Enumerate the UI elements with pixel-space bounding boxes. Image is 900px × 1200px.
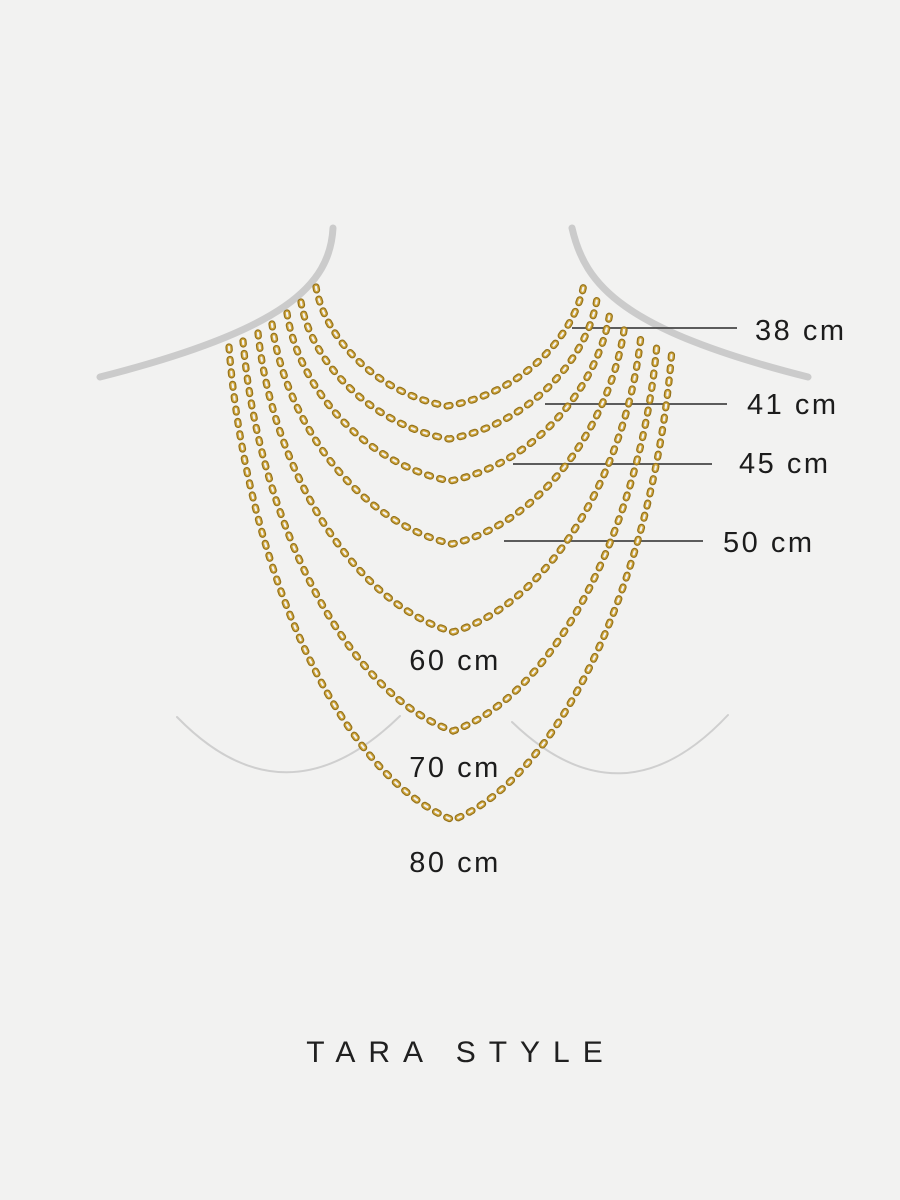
label-80cm: 80 cm (409, 847, 500, 879)
chain-41cm (301, 299, 597, 439)
label-41cm: 41 cm (747, 389, 838, 421)
label-60cm: 60 cm (409, 645, 500, 677)
brand-text: TARA STYLE (306, 1036, 616, 1069)
neck-left-silhouette (96, 224, 337, 381)
leader-lines (504, 327, 737, 542)
label-45cm: 45 cm (739, 448, 830, 480)
neck-right-silhouette (568, 224, 812, 381)
chain-80cm (229, 347, 672, 820)
chains (229, 284, 672, 820)
bust-left-silhouette (176, 715, 401, 774)
label-50cm: 50 cm (723, 527, 814, 559)
length-labels: 38 cm 41 cm 45 cm 50 cm 60 cm 70 cm 80 c… (409, 315, 846, 879)
label-70cm: 70 cm (409, 752, 500, 784)
body-silhouette (96, 224, 812, 775)
label-38cm: 38 cm (755, 315, 846, 347)
